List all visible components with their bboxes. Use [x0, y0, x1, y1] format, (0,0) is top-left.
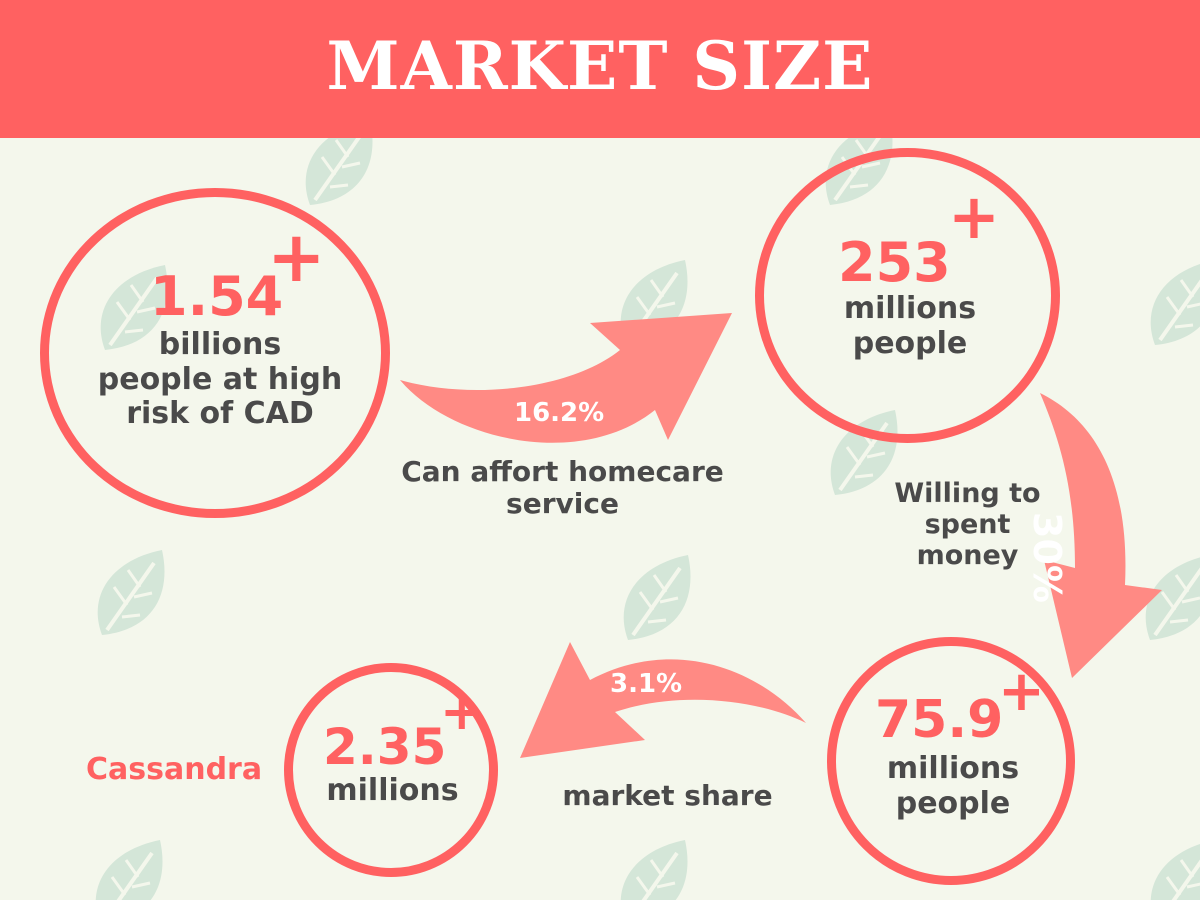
node-label-2: millions people: [843, 291, 977, 361]
header-banner: MARKET SIZE: [0, 0, 1200, 138]
brand-name: Cassandra: [86, 752, 263, 787]
node-circle-2: [755, 148, 1060, 443]
transition-percent-3: 3.1%: [610, 669, 683, 699]
page-title: MARKET SIZE: [326, 27, 874, 105]
node-label-3: millions people: [886, 751, 1020, 821]
arrow-2-to-3: [1040, 393, 1162, 678]
node-value-2: 253: [838, 231, 951, 294]
plus-icon: +: [267, 216, 326, 298]
arrow-3-to-4: [520, 642, 806, 758]
plus-icon: +: [998, 659, 1045, 724]
plus-icon: +: [948, 180, 1000, 253]
node-value-3: 75.9: [875, 690, 1004, 750]
transition-percent-1: 16.2%: [514, 398, 605, 428]
transition-caption-3: market share: [562, 779, 773, 812]
node-circle-1: [40, 188, 390, 518]
node-value-4: 2.35: [323, 718, 447, 776]
transition-caption-2: Willing to spent money: [894, 478, 1041, 572]
arrow-1-to-2: [400, 313, 732, 443]
plus-icon: +: [440, 682, 484, 742]
node-label-4: millions: [326, 773, 459, 808]
node-circle-4: [284, 663, 498, 877]
node-circle-3: [827, 637, 1075, 885]
transition-caption-1: Can affort homecare service: [401, 455, 724, 521]
node-label-1: billions people at high risk of CAD: [97, 327, 343, 431]
node-value-1: 1.54: [150, 265, 284, 328]
